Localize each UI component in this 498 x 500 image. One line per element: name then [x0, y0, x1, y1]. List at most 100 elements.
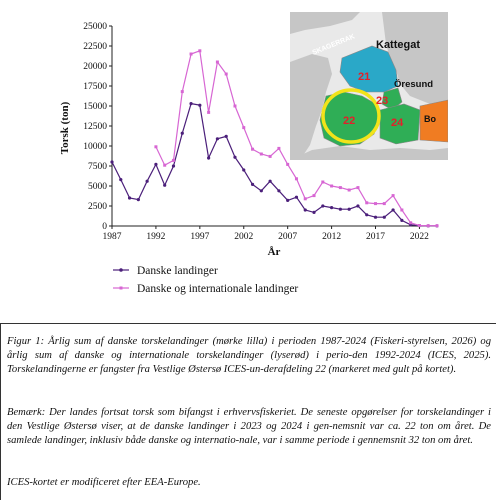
area-21-kattegat [339, 45, 399, 93]
total-landings-point [382, 202, 386, 206]
danish-landings-point [373, 215, 378, 219]
danish-landings-point [382, 215, 386, 219]
series-layer [110, 49, 439, 228]
total-landings-point [198, 49, 202, 53]
x-axis-ticks: 1987 1992 1997 2002 2007 2012 2017 2022 [103, 226, 429, 242]
x-tick-label: 1992 [146, 232, 165, 242]
total-landings-point [374, 202, 378, 206]
x-tick-label: 2022 [410, 232, 429, 242]
y-tick-label: 0 [102, 222, 107, 232]
y-axis-title: Torsk (ton) [59, 101, 71, 154]
x-tick-label: 2017 [366, 232, 385, 242]
danish-landings-point [215, 137, 220, 141]
total-landings-point [312, 194, 316, 198]
total-landings-point [154, 145, 158, 149]
legend-item-danish: Danske landinger [113, 265, 218, 277]
map-label-oresund: Öresund [394, 79, 433, 90]
y-tick-label: 22500 [83, 42, 107, 52]
legend-label-danish: Danske landinger [137, 265, 218, 277]
total-landings-point [400, 208, 404, 212]
total-landings-point [215, 60, 219, 64]
total-landings-point [356, 186, 360, 190]
total-landings-point [409, 221, 413, 225]
total-landings-point [294, 177, 298, 181]
danish-landings-point [329, 206, 334, 210]
danish-landings-point [338, 207, 342, 211]
danish-landings-point [347, 207, 351, 211]
total-landings-point [286, 162, 290, 166]
series-total-landings [154, 49, 439, 228]
y-tick-label: 15000 [83, 102, 107, 112]
danish-landings-point [145, 179, 149, 183]
danish-landings-point [207, 156, 211, 160]
total-landings-point [233, 104, 237, 108]
total-landings-point [259, 152, 263, 156]
total-landings-point [189, 52, 193, 56]
total-landings-point [251, 147, 255, 151]
danish-landings-point [171, 164, 176, 168]
map-label-area-24: 24 [391, 117, 404, 129]
danish-landings-point [365, 213, 369, 217]
x-tick-label: 2002 [234, 232, 253, 242]
map-label-area-21: 21 [358, 71, 370, 83]
danish-landings-point [268, 179, 272, 183]
danish-landings-point [356, 204, 360, 208]
total-landings-point [224, 72, 228, 76]
figure-note-text: Bemærk: Der landes fortsat torsk som bif… [7, 407, 491, 447]
y-tick-label: 20000 [83, 62, 107, 72]
danish-landings-point [277, 189, 281, 193]
total-landings-point [391, 194, 395, 198]
x-axis-title: År [268, 246, 281, 258]
legend-label-total: Danske og internationale landinger [137, 283, 298, 295]
danish-landings-point [180, 131, 184, 135]
landings-chart: 0 2500 5000 7500 10000 12500 15000 17500 20000 22… [59, 12, 448, 295]
total-landings-point [338, 186, 342, 190]
map-label-kattegat: Kattegat [376, 39, 420, 51]
land-sweden [382, 12, 448, 110]
danish-landings-point [154, 162, 158, 166]
total-landings-point [303, 197, 307, 201]
total-landings-point [180, 90, 184, 94]
danish-landings-point [224, 134, 228, 138]
y-tick-label: 2500 [88, 202, 107, 212]
danish-landings-point [110, 160, 114, 164]
total-landings-point [171, 158, 175, 162]
total-landings-point [417, 224, 421, 228]
total-landings-point [163, 163, 167, 167]
area-22-belt-sea [319, 91, 381, 147]
legend-marker-danish [119, 268, 123, 272]
total-landings-point [268, 154, 272, 158]
y-tick-label: 25000 [83, 22, 107, 32]
danish-landings-point [250, 182, 255, 186]
area-25-bornholm [419, 99, 448, 143]
chart-legend: Danske landinger Danske og international… [113, 265, 298, 295]
danish-landings-point [391, 208, 395, 212]
total-landings-point [435, 224, 439, 228]
map-label-area-22: 22 [343, 115, 355, 127]
danish-landings-point [189, 102, 193, 106]
danish-landings-point [321, 204, 325, 208]
danish-landings-point [136, 198, 140, 202]
danish-landings-point [163, 183, 167, 187]
figure-caption-box: Figur 1: Årlig sum af danske torskelandi… [0, 323, 496, 500]
danish-landings-point [242, 168, 246, 172]
ices-map-inset: SKAGERRAK Kattegat Öresund 21 22 23 24 B… [290, 12, 448, 160]
land-norway [290, 12, 360, 34]
danish-landings-point [303, 208, 307, 212]
danish-landings-point [233, 155, 237, 159]
x-tick-label: 2007 [278, 232, 297, 242]
total-landings-point [426, 224, 430, 228]
danish-landings-point [127, 196, 132, 200]
y-tick-label: 5000 [88, 182, 107, 192]
figure-caption-text: Figur 1: Årlig sum af danske torskelandi… [7, 336, 491, 376]
total-landings-point [321, 180, 325, 184]
area-24-arkona [379, 103, 421, 145]
land-jutland [290, 54, 332, 160]
legend-item-total: Danske og internationale landinger [113, 283, 298, 295]
total-landings-point [347, 188, 351, 192]
x-tick-label: 1987 [103, 232, 122, 242]
x-tick-label: 1997 [190, 232, 209, 242]
danish-landings-point [312, 210, 316, 214]
legend-marker-total [119, 286, 123, 290]
x-tick-label: 2012 [322, 232, 341, 242]
